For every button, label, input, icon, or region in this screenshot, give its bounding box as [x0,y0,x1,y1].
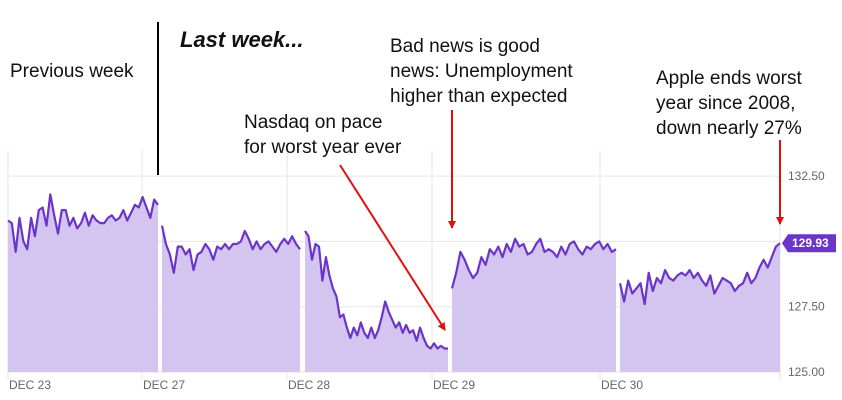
price-badge-group: 129.93 [782,234,836,253]
annotation-bad-news: Bad news is good news: Unemployment high… [390,36,573,107]
series-line-segment-3 [450,237,617,289]
arrow-nasdaq [339,164,446,331]
area-layer [8,194,780,372]
x-tick-label-1: DEC 27 [143,378,185,392]
price-badge-label: 129.93 [792,236,829,250]
annotation-arrows [339,110,784,331]
y-tick-label-3: 125.00 [788,365,825,379]
x-tick-label-3: DEC 29 [433,378,475,392]
series-line-segment-0 [7,193,159,253]
area-segment-3 [452,238,616,372]
x-axis: DEC 23 DEC 27 DEC 28 DEC 29 DEC 30 [9,378,643,392]
annotation-nasdaq: Nasdaq on pace for worst year ever [244,112,402,158]
annotation-apple: Apple ends worst year since 2008, down n… [656,68,802,139]
x-tick-label-4: DEC 30 [601,378,643,392]
y-tick-label-0: 132.50 [788,169,825,183]
annotation-last-week: Last week... [180,27,304,52]
series-line-segment-1 [160,225,301,274]
area-segment-0 [8,194,158,372]
annotation-previous-week: Previous week [10,61,134,82]
x-tick-label-2: DEC 28 [288,378,330,392]
series-line-segment-2 [304,230,448,350]
y-tick-label-2: 127.50 [788,300,825,314]
price-badge [782,234,836,253]
area-segment-2 [305,231,448,372]
series-line-segment-4 [618,242,781,306]
area-segment-4 [620,243,780,372]
line-layer [7,193,781,350]
x-tick-label-0: DEC 23 [9,378,51,392]
